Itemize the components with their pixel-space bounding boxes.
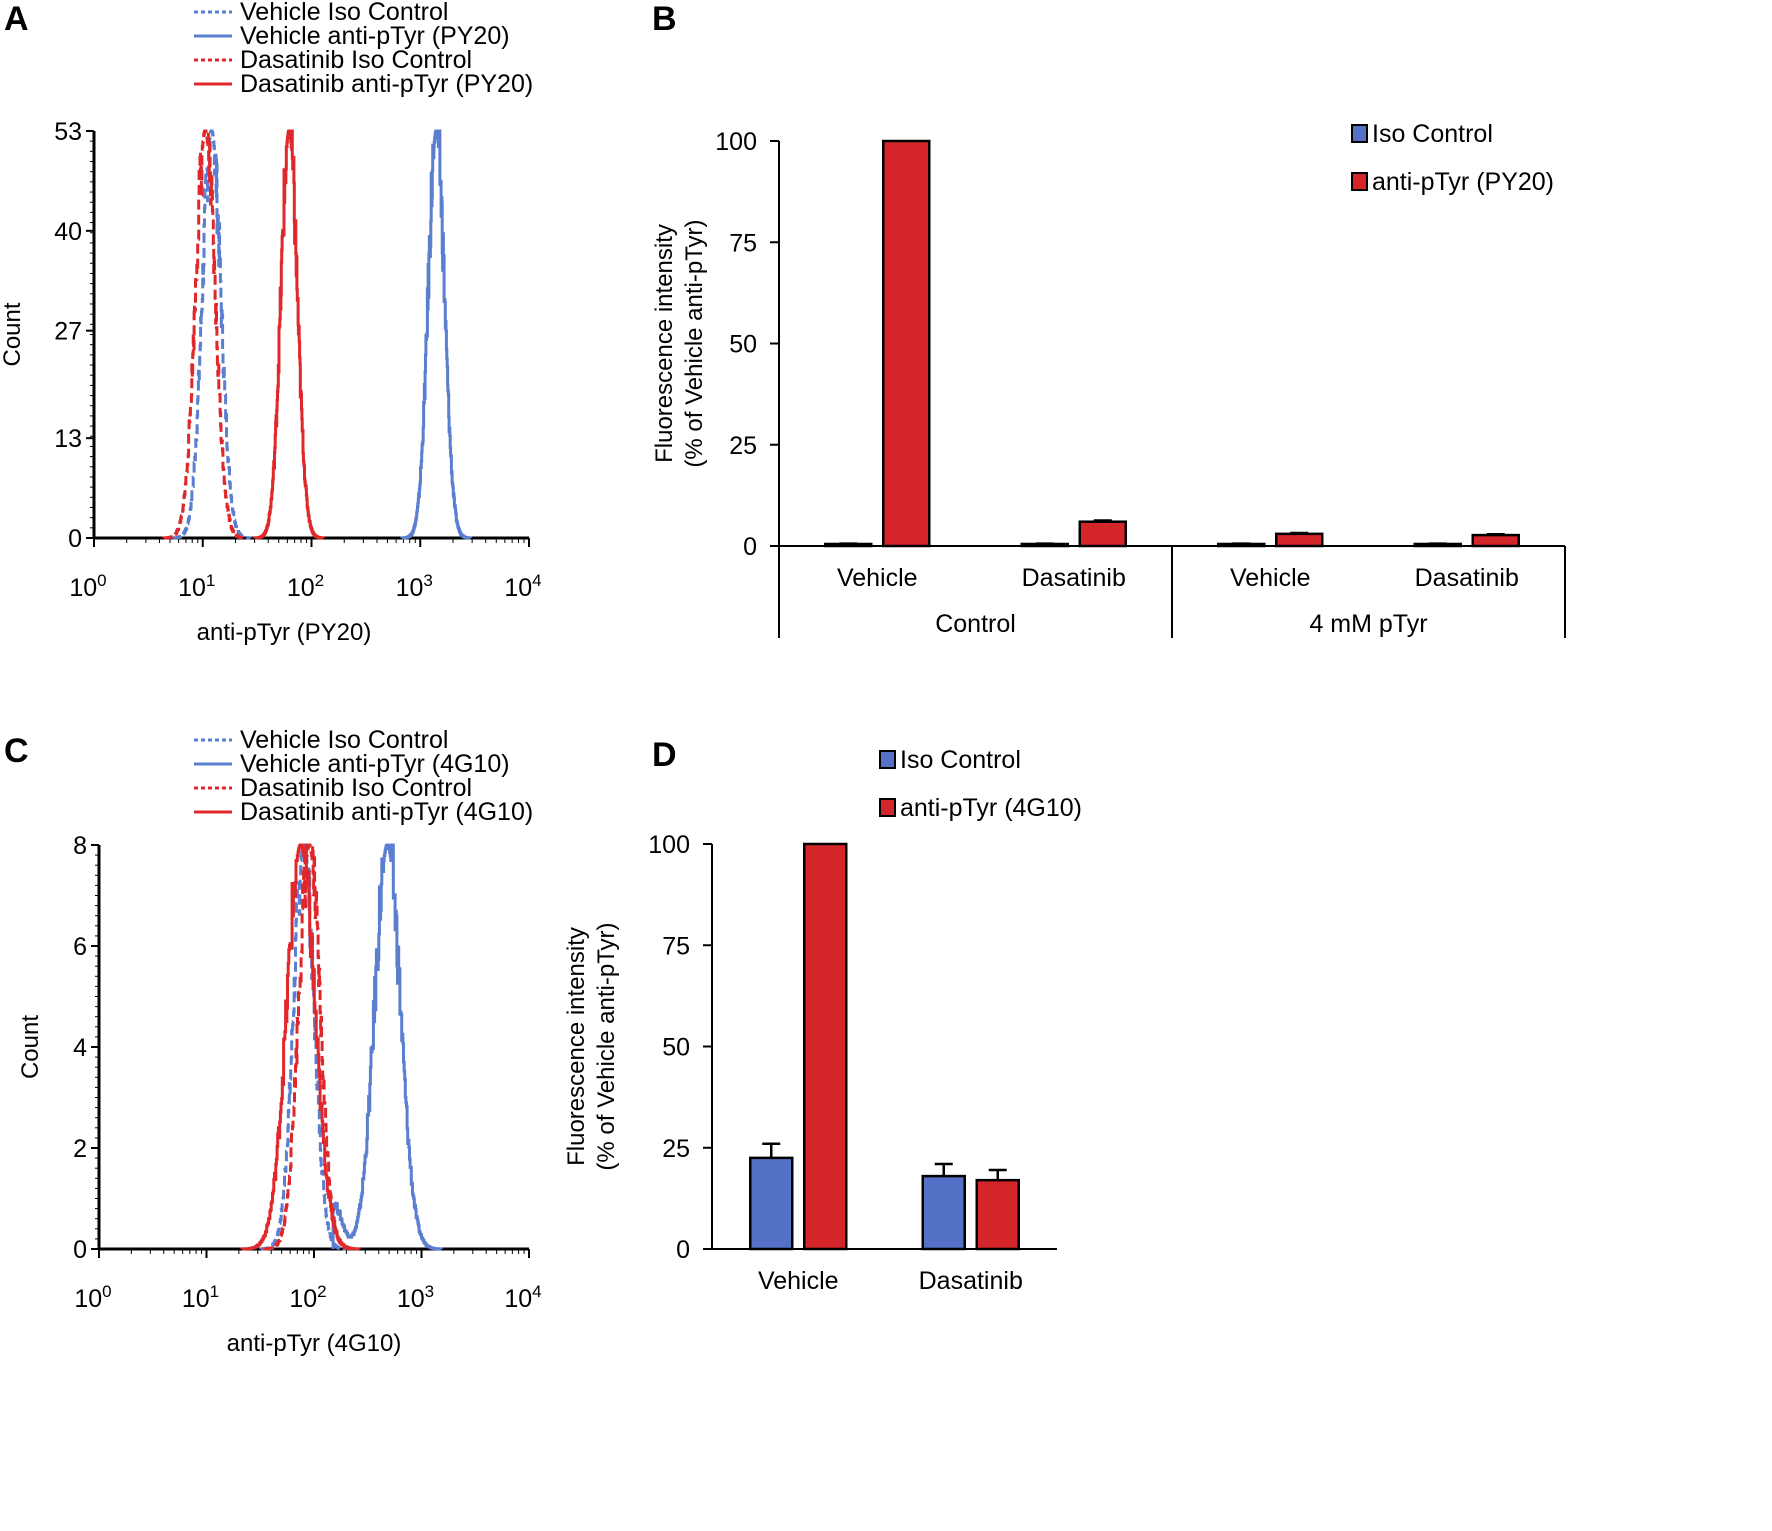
bar [975,1178,1020,1251]
histogram-series [259,843,348,1251]
legend-label: Iso Control [1372,120,1493,148]
histogram-series [162,129,248,540]
y-tick-label: 25 [662,1135,690,1163]
group-label: Control [935,610,1016,638]
y-tick-label: 75 [729,229,757,257]
legend-label: anti-pTyr (4G10) [900,794,1082,822]
legend-label: Vehicle Iso Control [240,0,448,26]
y-tick-label: 0 [73,1236,87,1264]
legend-label: Vehicle anti-pTyr (4G10) [240,750,510,778]
histogram-series [240,843,361,1251]
x-tick-label: 101 [178,571,215,602]
x-tick-label: 101 [182,1282,219,1313]
y-axis-label: Fluorescence intensity [563,927,590,1166]
bar [921,1174,966,1251]
y-tick-label: 0 [68,525,82,553]
category-label: Vehicle [1230,564,1311,592]
panel-letter-b: B [652,0,677,38]
x-tick-label: 102 [287,571,324,602]
bar [1078,520,1127,548]
x-tick-label: 104 [504,1282,541,1313]
legend-label: Dasatinib anti-pTyr (PY20) [240,70,533,98]
legend-swatch [879,750,896,769]
y-tick-label: 100 [715,128,757,156]
bar [1275,532,1324,548]
category-label: Vehicle [837,564,918,592]
y-tick-label: 2 [73,1135,87,1163]
y-tick-label: 40 [54,218,82,246]
legend-label: Vehicle anti-pTyr (PY20) [240,22,510,50]
y-tick-label: 50 [729,331,757,359]
y-axis-label-2: (% of Vehicle anti-pTyr) [593,922,620,1170]
legend-label: Iso Control [900,746,1021,774]
panel-letter-c: C [4,732,29,770]
x-tick-label: 102 [289,1282,326,1313]
y-tick-label: 0 [676,1236,690,1264]
y-tick-label: 100 [648,831,690,859]
category-label: Dasatinib [1415,564,1519,592]
x-tick-label: 100 [74,1282,111,1313]
y-tick-label: 25 [729,432,757,460]
category-label: Vehicle [758,1267,839,1295]
bar [1471,533,1520,548]
histogram-series [253,129,325,540]
legend-swatch [1351,124,1368,143]
x-tick-label: 103 [397,1282,434,1313]
x-axis-label: anti-pTyr (4G10) [227,1330,402,1357]
x-tick-label: 103 [396,571,433,602]
histogram-series [171,129,252,540]
y-tick-label: 8 [73,832,87,860]
y-tick-label: 4 [73,1034,87,1062]
panel-letter-d: D [652,736,677,774]
y-tick-label: 53 [54,118,82,146]
y-axis-label: Count [17,1015,44,1079]
legend-label: Dasatinib Iso Control [240,774,472,802]
panel-d: D Iso Control anti-pTyr (4G10) 0 25 50 75 100 Fl… [563,736,1082,1295]
panel-letter-a: A [4,0,29,38]
legend-label: Dasatinib Iso Control [240,46,472,74]
y-tick-label: 6 [73,933,87,961]
group-label: 4 mM pTyr [1309,610,1427,638]
bar [749,1156,794,1251]
legend-swatch [879,798,896,817]
legend-label: Dasatinib anti-pTyr (4G10) [240,798,533,826]
y-tick-label: 75 [662,932,690,960]
bar [803,842,848,1251]
category-label: Dasatinib [1022,564,1126,592]
legend-swatch [1351,172,1368,191]
category-label: Dasatinib [919,1267,1023,1295]
y-axis-label-2: (% of Vehicle anti-pTyr) [681,219,708,467]
histogram-series [262,843,356,1251]
y-tick-label: 27 [54,318,82,346]
y-tick-label: 13 [54,425,82,453]
x-tick-label: 104 [504,571,541,602]
y-tick-label: 0 [743,533,757,561]
y-axis-label: Fluorescence intensity [651,224,678,463]
y-axis-label: Count [0,302,26,366]
histogram-series [400,129,472,540]
panel-b: B Iso Control anti-pTyr (PY20) 0 25 50 75 100 Fl… [651,0,1566,638]
histogram-series [331,843,443,1251]
legend-label: anti-pTyr (PY20) [1372,168,1554,196]
x-axis-label: anti-pTyr (PY20) [197,619,372,646]
bar [882,139,931,548]
y-tick-label: 50 [662,1034,690,1062]
x-tick-label: 100 [69,571,106,602]
legend-label: Vehicle Iso Control [240,726,448,754]
